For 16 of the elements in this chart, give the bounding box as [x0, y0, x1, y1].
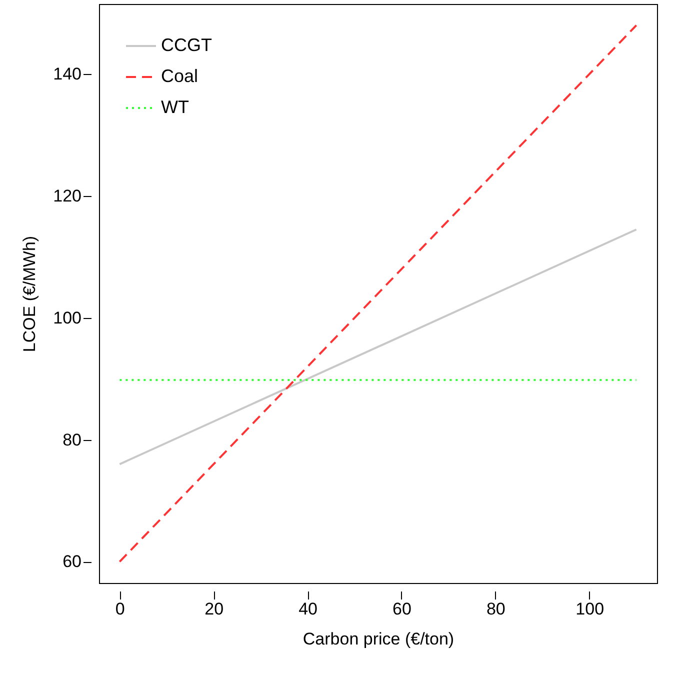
y-tick-label: 100 [53, 308, 82, 328]
x-tick-label: 100 [576, 600, 604, 618]
x-tick-label: 0 [115, 600, 125, 618]
x-tick-label: 20 [204, 600, 224, 618]
y-tick-label: 120 [53, 186, 82, 206]
x-tick-label: 80 [486, 600, 506, 618]
y-tick-label: 80 [62, 430, 82, 450]
legend-label: WT [161, 97, 189, 117]
y-tick-label: 60 [62, 552, 82, 572]
y-tick-label: 140 [53, 64, 82, 84]
x-axis-title: Carbon price (€/ton) [302, 630, 454, 648]
x-tick-label: 40 [298, 600, 318, 618]
x-tick-label: 60 [392, 600, 412, 618]
legend-label: CCGT [161, 35, 212, 55]
legend-label: Coal [161, 66, 198, 86]
y-axis-title: LCOE (€/MWh) [20, 236, 40, 352]
